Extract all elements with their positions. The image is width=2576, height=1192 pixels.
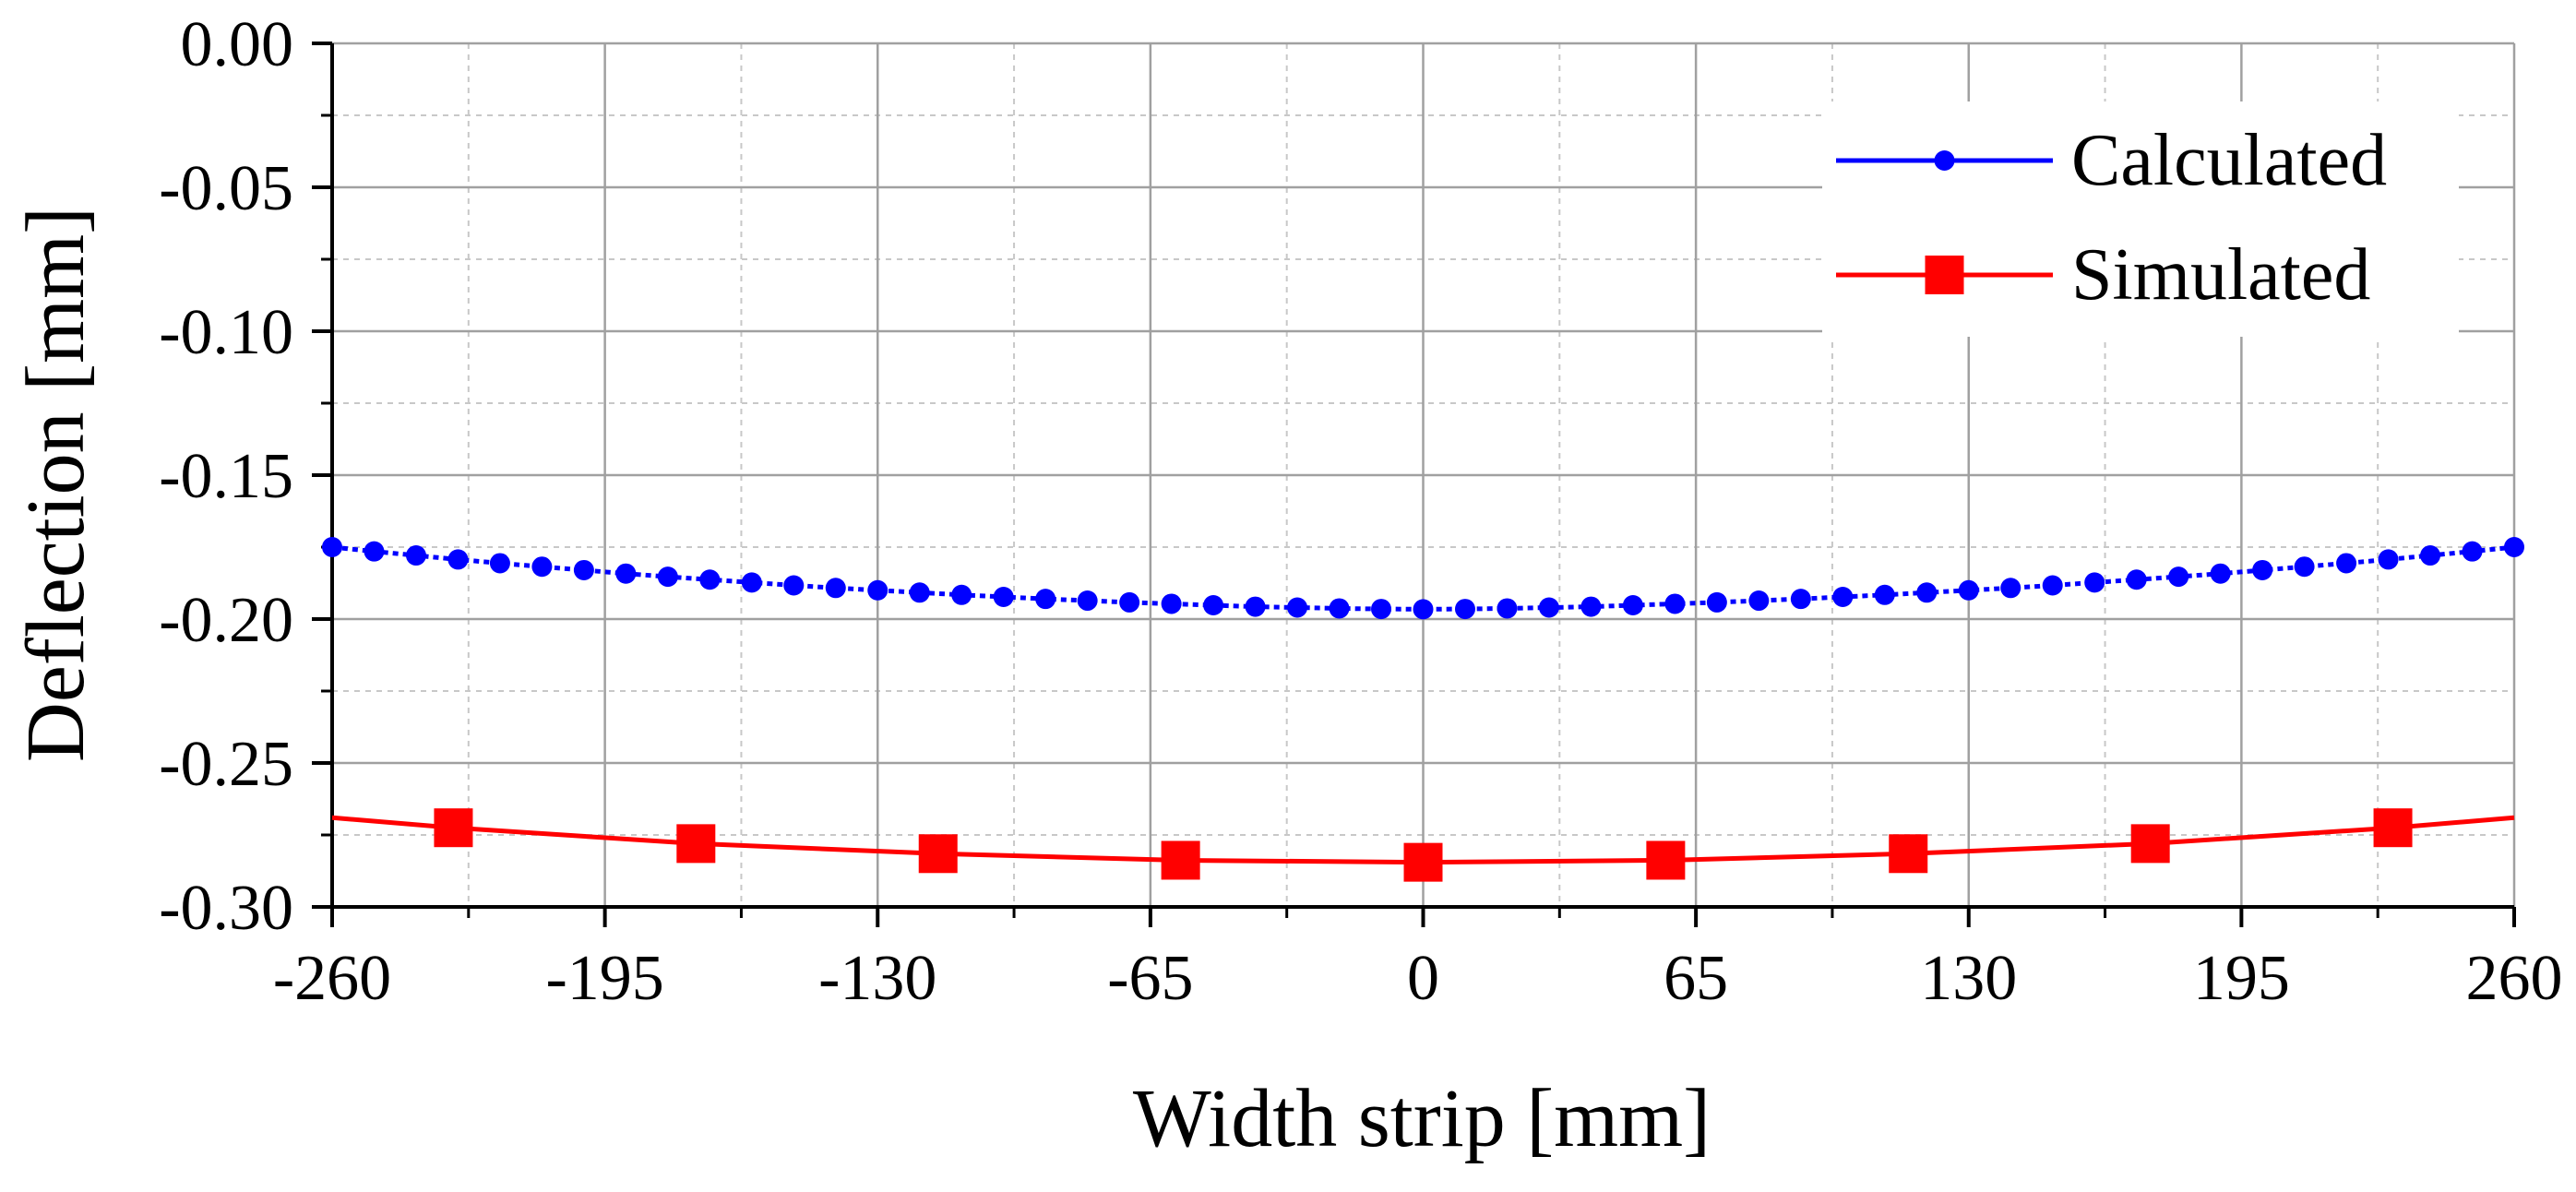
calculated-point [2168,566,2189,588]
calculated-point [2504,537,2524,557]
simulated-point [2130,824,2170,864]
y-tick-label: -0.30 [159,873,293,944]
legend-calculated-marker [1934,150,1955,171]
calculated-point [2252,559,2273,580]
simulated-point [2373,808,2413,848]
x-tick-label: 0 [1407,943,1439,1014]
calculated-point [615,563,637,584]
calculated-point [1119,591,1140,613]
x-tick-label: -65 [1107,943,1193,1014]
calculated-point [699,569,721,590]
calculated-point [825,578,846,599]
calculated-point [2294,556,2315,578]
calculated-point [1706,591,1727,613]
calculated-point [2420,545,2441,566]
calculated-point [2462,541,2483,562]
calculated-point [1245,596,1266,617]
calculated-point [657,566,678,588]
legend-simulated-marker [1925,256,1964,294]
calculated-point [783,575,805,596]
x-tick-label: 260 [2466,943,2563,1014]
simulated-point [676,824,716,864]
calculated-point [993,586,1014,607]
calculated-point [489,553,510,574]
legend-box [1822,101,2459,337]
simulated-point [1403,842,1443,882]
y-tick-label: 0.00 [181,9,294,80]
calculated-point [573,559,594,580]
calculated-point [531,556,553,578]
x-tick-label: -130 [818,943,936,1014]
legend: Calculated Simulated [1822,101,2459,337]
calculated-point [1203,595,1224,616]
legend-simulated-label: Simulated [2071,234,2370,316]
calculated-point [1790,589,1811,610]
axis-layer: -260 -195 -130 -65 0 65 130 195 260 0.00 -0.05 -0.1… [159,9,2562,1014]
series-layer [322,537,2524,882]
calculated-point [1454,599,1475,620]
calculated-point [1748,590,1770,612]
simulated-point [1889,834,1928,874]
calculated-series-line [331,544,2515,612]
x-axis-label: Width strip [mm] [1133,1073,1711,1164]
calculated-point [1161,593,1182,614]
calculated-point [1329,598,1350,619]
y-tick-label: -0.15 [159,441,293,512]
calculated-point [1538,597,1559,618]
x-tick-label: -195 [545,943,663,1014]
calculated-point [951,584,972,605]
simulated-point [1646,840,1686,880]
calculated-point [2000,578,2021,599]
calculated-point [2210,563,2231,584]
label-layer: Width strip [mm] Deflection [mm] [10,207,1711,1164]
calculated-point [1287,597,1308,618]
calculated-point [322,537,342,557]
legend-calculated-label: Calculated [2071,120,2387,201]
calculated-point [1832,586,1854,607]
simulated-point [1161,840,1200,880]
calculated-point [1497,598,1518,619]
calculated-point [2042,575,2063,596]
y-tick-label: -0.25 [159,729,293,800]
calculated-point [447,549,469,570]
calculated-point [1958,579,1979,601]
calculated-point [741,572,762,593]
calculated-point [1035,589,1056,610]
calculated-point [867,579,888,601]
x-tick-label: 195 [2193,943,2290,1014]
simulated-point [918,834,958,874]
calculated-point [1874,584,1895,605]
calculated-point [405,545,426,566]
calculated-point [1622,595,1643,616]
x-tick-label: 130 [1920,943,2017,1014]
y-tick-label: -0.20 [159,585,293,656]
calculated-point [1371,599,1392,620]
calculated-point [1077,590,1098,612]
y-axis-label: Deflection [mm] [10,207,101,762]
x-tick-label: 65 [1664,943,1728,1014]
calculated-point [1916,582,1938,603]
calculated-point [2336,553,2357,574]
calculated-point [909,582,930,603]
y-tick-label: -0.10 [159,297,293,368]
y-tick-label: -0.05 [159,153,293,224]
calculated-point [1413,599,1434,620]
calculated-point [364,541,385,562]
calculated-point [2084,572,2105,593]
calculated-point [2378,549,2399,570]
calculated-point [1580,596,1602,617]
x-tick-label: -260 [273,943,391,1014]
simulated-point [434,808,473,848]
calculated-point [2126,569,2147,590]
calculated-point [1664,593,1686,614]
